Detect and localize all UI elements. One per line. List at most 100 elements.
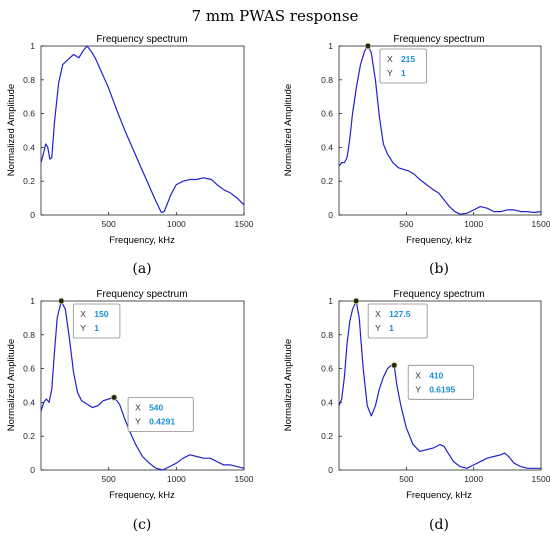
y-tick-label: 0.2 — [23, 176, 35, 186]
spectrum-line — [40, 300, 245, 471]
spectrum-line — [338, 45, 542, 215]
x-tick-label: 1500 — [532, 219, 550, 229]
y-tick-label: 0.4 — [23, 142, 35, 152]
panel-title: Frequency spectrum — [96, 289, 187, 300]
datatip-y-label: Y — [135, 416, 141, 426]
y-tick-label: 0.6 — [321, 364, 333, 374]
datatip-box — [379, 48, 427, 84]
datatip[interactable]: X 540 Y 0.4291 — [110, 394, 194, 432]
y-tick-label: 0.2 — [321, 431, 333, 441]
y-tick-label: 0.2 — [321, 176, 333, 186]
y-axis-label: Normalized Amplitude — [283, 84, 294, 176]
x-axis-label: Frequency, kHz — [109, 490, 175, 501]
panel-d: Frequency spectrum Frequency, kHz Normal… — [283, 289, 550, 533]
panel-label: (d) — [429, 517, 449, 533]
y-tick-label: 0 — [328, 465, 333, 475]
x-tick-label: 1000 — [464, 474, 483, 484]
x-tick-label: 1000 — [167, 219, 186, 229]
y-axis-label: Normalized Amplitude — [6, 339, 17, 431]
y-tick-label: 1 — [328, 41, 333, 51]
datatip-y-label: Y — [375, 323, 381, 333]
x-tick-label: 1000 — [464, 219, 483, 229]
plot-area-frame — [338, 45, 542, 216]
datatip-box — [367, 303, 428, 339]
x-axis-label: Frequency, kHz — [406, 235, 472, 246]
spectrum-line — [40, 45, 245, 214]
datatip-x-label: X — [375, 309, 381, 319]
datatip-box — [127, 397, 194, 432]
datatip-y-value: 1 — [94, 323, 99, 333]
plot-area-frame — [40, 45, 245, 216]
y-tick-label: 0 — [328, 210, 333, 220]
datatip-marker[interactable] — [58, 297, 65, 305]
y-tick-label: 0.4 — [321, 142, 333, 152]
y-tick-label: 0.4 — [23, 397, 35, 407]
x-axis-label: Frequency, kHz — [406, 490, 472, 501]
y-tick-label: 0.8 — [321, 75, 333, 85]
y-tick-label: 1 — [30, 296, 35, 306]
plot-area-frame — [338, 300, 542, 471]
datatip[interactable]: X 150 Y 1 — [58, 297, 121, 339]
x-tick-label: 1500 — [532, 474, 550, 484]
y-tick-label: 0.8 — [23, 75, 35, 85]
datatip-x-value: 127.5 — [389, 309, 411, 319]
x-tick-label: 1500 — [235, 474, 254, 484]
x-tick-label: 500 — [399, 219, 413, 229]
datatip-x-label: X — [387, 54, 393, 64]
datatip[interactable]: X 410 Y 0.6195 — [391, 362, 474, 400]
datatip[interactable]: X 127.5 Y 1 — [352, 297, 428, 339]
x-tick-label: 500 — [399, 474, 413, 484]
datatip-marker[interactable] — [110, 394, 118, 401]
panel-label: (b) — [429, 261, 449, 277]
datatip-y-label: Y — [415, 384, 421, 394]
datatip-x-value: 150 — [94, 309, 108, 319]
y-tick-label: 0.2 — [23, 431, 35, 441]
y-tick-label: 0.8 — [23, 330, 35, 340]
datatip[interactable]: X 215 Y 1 — [364, 42, 427, 84]
figure-title: 7 mm PWAS response — [192, 7, 359, 25]
y-tick-label: 1 — [328, 296, 333, 306]
y-tick-label: 0.8 — [321, 330, 333, 340]
y-axis-label: Normalized Amplitude — [6, 84, 17, 176]
panel-title: Frequency spectrum — [393, 289, 484, 300]
panel-b: Frequency spectrum Frequency, kHz Normal… — [283, 34, 550, 277]
datatip-box — [72, 303, 121, 339]
datatip-y-value: 1 — [401, 68, 406, 78]
datatip-x-label: X — [135, 402, 141, 412]
datatip-marker[interactable] — [364, 42, 372, 50]
plot-area-frame — [40, 300, 245, 471]
datatip-y-value: 1 — [389, 323, 394, 333]
x-tick-label: 500 — [102, 219, 116, 229]
datatip-marker[interactable] — [352, 297, 360, 305]
x-tick-label: 500 — [102, 474, 116, 484]
datatip-y-value: 0.4291 — [149, 416, 175, 426]
y-tick-label: 0 — [30, 465, 35, 475]
panel-label: (a) — [132, 261, 151, 277]
y-tick-label: 0.6 — [23, 364, 35, 374]
y-tick-label: 0.6 — [23, 109, 35, 119]
datatip-x-value: 215 — [401, 54, 415, 64]
datatip-x-value: 540 — [149, 402, 163, 412]
datatip-x-label: X — [415, 370, 421, 380]
datatip-x-label: X — [80, 309, 86, 319]
panel-a: Frequency spectrum Frequency, kHz Normal… — [6, 34, 254, 277]
datatip-y-value: 0.6195 — [429, 384, 455, 394]
y-tick-label: 1 — [30, 41, 35, 51]
y-tick-label: 0 — [30, 210, 35, 220]
datatip-marker[interactable] — [391, 362, 398, 369]
datatip-box — [407, 364, 474, 400]
y-axis-label: Normalized Amplitude — [283, 339, 294, 431]
x-tick-label: 1000 — [167, 474, 186, 484]
datatip-y-label: Y — [80, 323, 86, 333]
spectrum-line — [338, 300, 541, 469]
panel-c: Frequency spectrum Frequency, kHz Normal… — [6, 289, 254, 533]
y-tick-label: 0.6 — [321, 109, 333, 119]
panel-title: Frequency spectrum — [393, 34, 484, 45]
x-tick-label: 1500 — [235, 219, 254, 229]
panel-label: (c) — [133, 517, 152, 533]
x-axis-label: Frequency, kHz — [109, 235, 175, 246]
panel-title: Frequency spectrum — [96, 34, 187, 45]
datatip-x-value: 410 — [429, 370, 443, 380]
y-tick-label: 0.4 — [321, 397, 333, 407]
